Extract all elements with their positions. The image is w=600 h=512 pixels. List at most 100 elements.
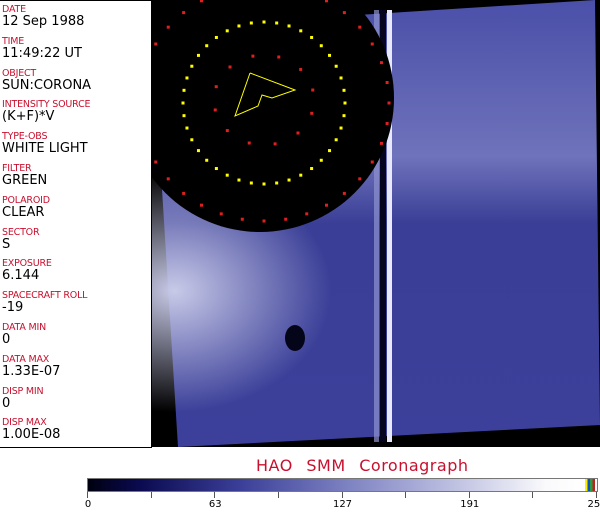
colorbar-tick [150, 492, 152, 498]
overlay-marker [225, 173, 229, 177]
overlay-marker [205, 44, 209, 48]
info-label: SPACECRAFT ROLL [2, 290, 88, 302]
info-field: TYPE-OBS WHITE LIGHT [2, 131, 88, 156]
overlay-marker [277, 55, 281, 59]
overlay-marker [247, 141, 251, 145]
colorbar-overlay-colors [585, 479, 595, 491]
info-value: WHITE LIGHT [2, 141, 88, 157]
colorbar-tick-label: 127 [332, 499, 353, 510]
colorbar [87, 478, 598, 492]
overlay-marker [328, 149, 332, 153]
info-field: DISP MAX 1.00E-08 [2, 417, 60, 442]
colorbar-tick [532, 492, 534, 498]
overlay-marker [370, 160, 374, 164]
colorbar-tick-label: 191 [460, 499, 480, 510]
overlay-marker [319, 158, 323, 162]
overlay-marker [358, 25, 362, 29]
info-field: POLAROID CLEAR [2, 195, 50, 220]
overlay-marker [237, 178, 241, 182]
info-label: SECTOR [2, 226, 40, 238]
overlay-marker [240, 217, 244, 221]
overlay-marker [299, 67, 303, 71]
overlay-marker [251, 54, 255, 58]
overlay-marker [310, 35, 314, 39]
overlay-marker [358, 177, 362, 181]
info-value: S [2, 236, 11, 252]
colorbar-tick [214, 492, 216, 498]
coronagraph-image [152, 0, 600, 447]
overlay-marker [182, 114, 186, 118]
overlay-marker [273, 142, 277, 146]
overlay-marker [385, 121, 389, 125]
info-label: DISP MAX [2, 417, 47, 429]
overlay-marker [343, 101, 347, 105]
overlay-marker [182, 88, 186, 92]
overlay-marker [225, 29, 229, 33]
info-field: DATE 12 Sep 1988 [2, 4, 84, 29]
overlay-marker [319, 44, 323, 48]
overlay-marker [275, 181, 279, 185]
overlay-marker [228, 65, 232, 69]
info-label: DATA MIN [2, 322, 46, 333]
info-field: OBJECT SUN:CORONA [2, 68, 91, 93]
overlay-marker [185, 126, 189, 130]
overlay-marker [287, 178, 291, 182]
overlay-marker [219, 212, 223, 216]
overlay-marker [213, 108, 217, 112]
overlay-marker [214, 35, 218, 39]
overlay-marker [342, 88, 346, 92]
info-value: 12 Sep 1988 [2, 14, 85, 29]
overlay-marker [182, 191, 186, 195]
info-value: (K+F)*V [2, 109, 55, 125]
overlay-marker [181, 101, 185, 105]
overlay-marker [339, 76, 343, 80]
info-value: CLEAR [2, 204, 45, 220]
info-label: DATE [2, 4, 26, 15]
overlay-marker [214, 167, 218, 171]
overlay-marker [190, 138, 194, 142]
info-label: OBJECT [2, 67, 37, 79]
info-value: 1.33E-07 [2, 363, 61, 379]
overlay-marker [249, 21, 253, 25]
info-field: EXPOSURE 6.144 [2, 258, 52, 283]
info-label: FILTER [2, 163, 32, 174]
info-label: EXPOSURE [2, 258, 52, 270]
info-value: 11:49:22 UT [2, 45, 82, 61]
overlay-marker [379, 141, 383, 145]
overlay-marker [334, 64, 338, 68]
overlay-marker [296, 131, 300, 135]
overlay-marker [379, 61, 383, 65]
overlay-marker [182, 11, 186, 15]
overlay-marker [205, 158, 209, 162]
info-field: DATA MIN 0 [2, 322, 46, 347]
colorbar-tick [405, 492, 407, 498]
info-value: 0 [2, 395, 11, 411]
overlay-marker [166, 25, 170, 29]
colorbar-tick [87, 492, 88, 498]
info-field: DATA MAX 1.33E-07 [2, 354, 60, 379]
overlay-marker [196, 53, 200, 57]
overlay-marker [200, 203, 203, 207]
info-value: -19 [2, 300, 24, 316]
overlay-marker [305, 212, 309, 216]
colorbar-tick [277, 492, 279, 498]
info-panel: DATE 12 Sep 1988 TIME 11:49:22 UT OBJECT SUN:… [0, 0, 152, 448]
info-label: POLAROID [2, 194, 50, 206]
overlay-marker [262, 20, 266, 24]
overlay-marker [200, 0, 203, 3]
info-value: SUN:CORONA [2, 77, 92, 93]
overlay-marker [342, 11, 346, 15]
info-field: SPACECRAFT ROLL -19 [2, 290, 87, 315]
overlay-marker [334, 138, 338, 142]
overlay-marker [287, 24, 291, 28]
colorbar-tick [341, 492, 343, 498]
overlay-marker [214, 85, 218, 89]
overlay-marker [325, 0, 328, 3]
chart-title: HAO SMM Coronagraph [256, 456, 469, 475]
info-value: 6.144 [2, 268, 40, 284]
overlay-marker [284, 217, 288, 221]
overlay-marker [310, 111, 314, 115]
overlay-marker [385, 81, 389, 85]
overlay-marker [325, 203, 328, 207]
overlay-marker [196, 149, 200, 153]
